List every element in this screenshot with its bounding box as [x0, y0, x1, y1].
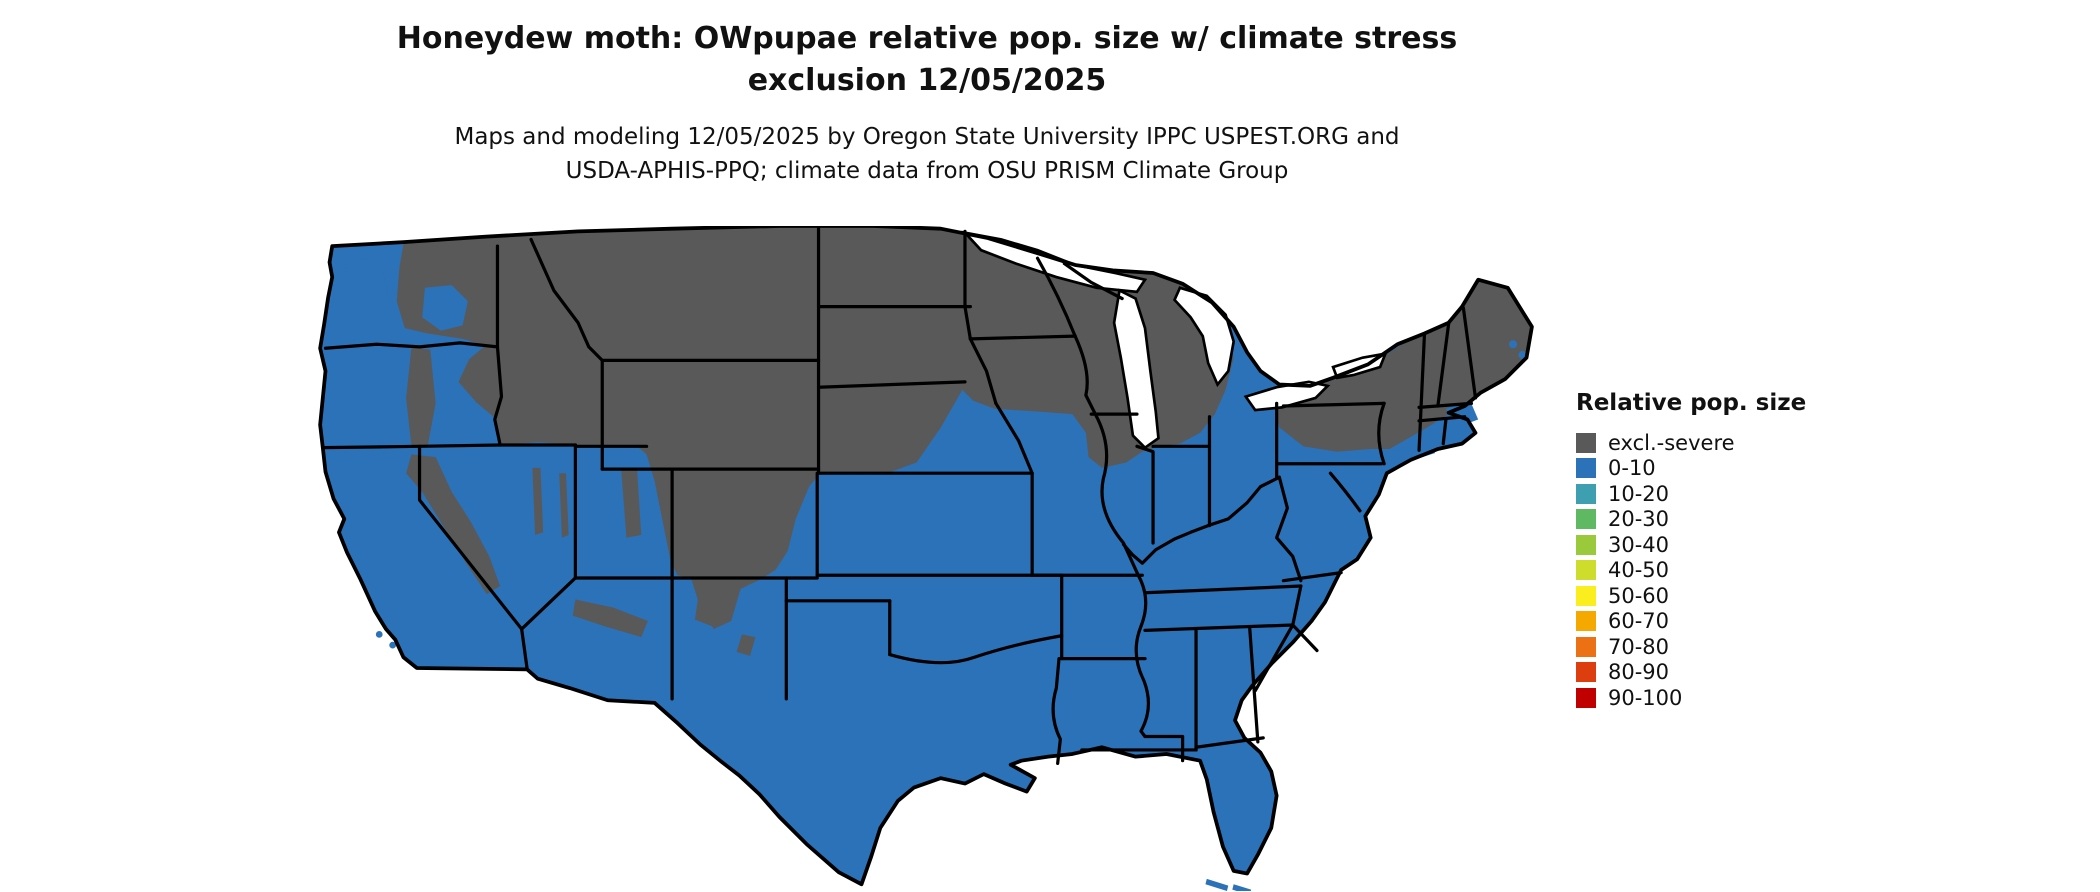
excluded-region-north	[396, 227, 1234, 630]
credits-line-1: Maps and modeling 12/05/2025 by Oregon S…	[454, 124, 1400, 150]
florida-keys	[1232, 884, 1252, 891]
lake-superior	[961, 230, 1148, 294]
columbia-basin-patch	[422, 285, 468, 331]
legend-label: 20-30	[1608, 507, 1670, 532]
legend-swatch-10-20	[1576, 483, 1596, 504]
page-title: Honeydew moth: OWpupae relative pop. siz…	[0, 18, 1854, 102]
legend-title: Relative pop. size	[1576, 390, 1807, 416]
legend-item-30-40: 30-40	[1576, 532, 1836, 558]
channel-island	[389, 641, 397, 649]
title-line-2: exclusion 12/05/2025	[747, 63, 1107, 98]
title-line-1: Honeydew moth: OWpupae relative pop. siz…	[396, 21, 1458, 56]
lake-michigan	[1112, 288, 1160, 450]
legend-label: excl.-severe	[1608, 430, 1735, 455]
florida-keys	[1205, 878, 1229, 891]
long-island-patch	[1381, 443, 1436, 468]
legend-label: 80-90	[1608, 660, 1670, 685]
legend-swatch-0-10	[1576, 458, 1596, 479]
legend-label: 30-40	[1608, 532, 1670, 557]
legend-swatch-60-70	[1576, 611, 1596, 632]
map-credits: Maps and modeling 12/05/2025 by Oregon S…	[0, 120, 1854, 188]
legend-label: 0-10	[1608, 456, 1656, 481]
legend-swatch-excl-severe	[1576, 432, 1596, 453]
us-outline	[318, 226, 1534, 887]
us-map	[309, 226, 1539, 891]
us-map-svg	[318, 226, 1534, 891]
legend-item-0-10: 0-10	[1576, 456, 1836, 482]
legend-label: 70-80	[1608, 634, 1670, 659]
legend-swatch-30-40	[1576, 534, 1596, 555]
legend-item-60-70: 60-70	[1576, 609, 1836, 635]
maine-coast-patch	[1518, 350, 1527, 359]
legend-swatch-50-60	[1576, 585, 1596, 606]
map-legend: Relative pop. size excl.-severe 0-10 10-…	[1576, 390, 1836, 711]
legend-label: 10-20	[1608, 481, 1670, 506]
legend-item-40-50: 40-50	[1576, 558, 1836, 584]
credits-line-2: USDA-APHIS-PPQ; climate data from OSU PR…	[565, 158, 1289, 184]
great-lakes	[961, 230, 1388, 450]
legend-label: 90-100	[1608, 685, 1683, 710]
channel-island	[375, 631, 383, 638]
legend-swatch-40-50	[1576, 560, 1596, 581]
legend-item-10-20: 10-20	[1576, 481, 1836, 507]
legend-label: 60-70	[1608, 609, 1670, 634]
legend-label: 50-60	[1608, 583, 1670, 608]
legend-item-80-90: 80-90	[1576, 660, 1836, 686]
puget-lowland-patch	[344, 258, 388, 318]
legend-item-90-100: 90-100	[1576, 685, 1836, 711]
legend-swatch-90-100	[1576, 687, 1596, 708]
legend-item-50-60: 50-60	[1576, 583, 1836, 609]
legend-item-20-30: 20-30	[1576, 507, 1836, 533]
excluded-mountain-patches	[406, 346, 756, 656]
legend-item-excl-severe: excl.-severe	[1576, 430, 1836, 456]
legend-swatch-70-80	[1576, 636, 1596, 657]
legend-item-70-80: 70-80	[1576, 634, 1836, 660]
state-boundaries	[321, 227, 1478, 765]
maine-coast-patch	[1509, 340, 1518, 349]
legend-label: 40-50	[1608, 558, 1670, 583]
excluded-region-northeast	[1273, 279, 1532, 452]
legend-swatch-80-90	[1576, 662, 1596, 683]
legend-swatch-20-30	[1576, 509, 1596, 530]
